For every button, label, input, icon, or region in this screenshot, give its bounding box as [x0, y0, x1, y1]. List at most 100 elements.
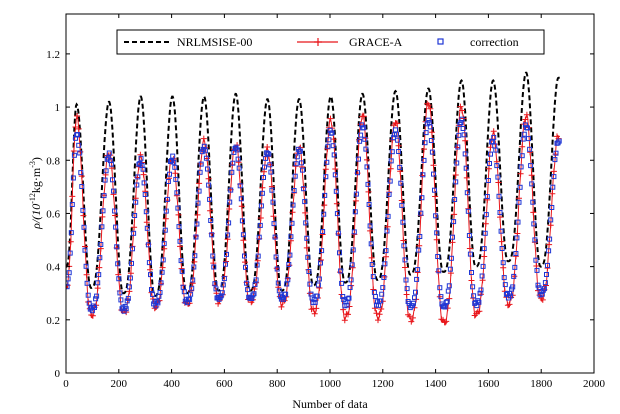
series-grace-point — [495, 179, 502, 186]
series-correction-point — [79, 184, 85, 189]
y-tick-label: 0.4 — [46, 262, 60, 274]
x-tick-label: 1800 — [530, 378, 553, 390]
series-correction-point — [333, 188, 339, 194]
legend-label-correction: correction — [470, 35, 519, 49]
series-correction-point — [520, 136, 526, 142]
series-correction-point — [84, 280, 90, 286]
series-correction-point — [244, 280, 250, 286]
series-correction-point — [330, 143, 336, 149]
series-correction-point — [159, 269, 165, 275]
series-correction-point — [287, 252, 293, 258]
series-correction-point — [165, 179, 171, 184]
series-correction-point — [546, 248, 552, 254]
series-correction-point — [220, 282, 226, 288]
series-correction-point — [346, 295, 352, 301]
series-grace-point — [205, 175, 212, 182]
series-correction-point — [366, 202, 372, 207]
series-correction-point — [471, 293, 477, 299]
series-correction-point — [174, 190, 180, 196]
series-grace-point — [498, 238, 505, 245]
series-correction-point — [314, 293, 320, 299]
series-grace-point — [544, 265, 551, 272]
series-grace-point — [368, 254, 375, 261]
series-correction-point — [501, 275, 507, 281]
series-correction-point — [227, 199, 233, 205]
series-grace-point — [459, 107, 465, 114]
series-grace-point — [430, 162, 437, 169]
series-correction-point — [212, 281, 218, 287]
series-correction-point — [194, 221, 200, 227]
series-grace-point — [332, 166, 339, 172]
series-correction-point — [491, 134, 497, 140]
series-grace-point — [362, 135, 369, 142]
series-grace-point — [546, 241, 553, 248]
series-correction-point — [381, 275, 387, 280]
series-correction-point — [203, 155, 209, 161]
series-correction-point — [117, 290, 123, 296]
series-correction-point — [281, 296, 286, 302]
series-correction-point — [98, 242, 104, 247]
series-correction-point — [101, 193, 107, 199]
series-correction-point — [379, 291, 385, 297]
series-correction-point — [519, 153, 525, 159]
series-correction-point — [306, 269, 312, 274]
series-correction-point — [170, 153, 176, 159]
x-tick-label: 1000 — [319, 378, 342, 390]
series-grace-point — [528, 172, 535, 179]
series-correction-point — [378, 298, 384, 304]
series-correction-point — [386, 191, 392, 197]
series-grace-point — [69, 193, 76, 200]
series-correction-point — [171, 159, 177, 165]
series-correction-point — [394, 131, 399, 137]
series-grace-point — [159, 264, 166, 271]
series-correction-point — [353, 191, 359, 197]
series-correction-point — [189, 285, 195, 291]
series-grace-point — [161, 245, 168, 252]
series-correction-point — [450, 234, 455, 240]
series-correction-point — [288, 234, 294, 240]
series-correction-point — [318, 260, 323, 266]
series-correction-point — [127, 275, 133, 281]
series-correction-point — [335, 230, 341, 236]
series-correction-point — [92, 305, 97, 310]
series-correction-point — [192, 253, 198, 259]
y-label-unit: kg·m — [29, 167, 43, 193]
series-correction-point — [435, 254, 441, 259]
series-correction-point — [236, 165, 242, 171]
series-grace-point — [387, 165, 394, 172]
series-grace-point — [364, 156, 370, 163]
series-correction-point — [66, 280, 69, 286]
series-correction-point — [210, 253, 216, 259]
series-grace-point — [506, 301, 513, 308]
x-axis-label: Number of data — [292, 397, 368, 411]
series-correction-point — [444, 299, 450, 305]
series-correction-point — [516, 199, 522, 205]
series-correction-point — [175, 205, 181, 211]
series-correction-point — [502, 282, 508, 288]
series-correction-point — [190, 277, 196, 283]
series-grace-point — [226, 206, 233, 212]
y-axis-label: ρ/(10-12kg·m-3) — [28, 157, 43, 230]
series-correction-point — [177, 238, 183, 244]
series-grace-point — [264, 144, 271, 150]
series-correction-point — [387, 178, 393, 184]
series-correction-point — [269, 187, 275, 193]
series-correction-point — [290, 202, 296, 208]
series-correction-point — [526, 136, 531, 142]
series-correction-point — [347, 285, 353, 290]
series-correction-point — [553, 150, 559, 156]
series-correction-point — [545, 262, 550, 268]
series-correction-point — [428, 138, 434, 143]
y-label-exp1: -12 — [28, 193, 37, 204]
series-correction-point — [332, 172, 338, 178]
series-correction-point — [305, 254, 311, 260]
series-grace-point — [324, 145, 331, 152]
series-correction-point — [94, 293, 100, 299]
series-correction-point — [514, 235, 520, 241]
series-correction-point — [460, 126, 466, 131]
series-correction-point — [316, 276, 322, 282]
series-correction-point — [77, 150, 83, 156]
series-correction-point — [270, 199, 276, 205]
series-correction-point — [357, 138, 363, 144]
series-correction-point — [176, 224, 182, 230]
